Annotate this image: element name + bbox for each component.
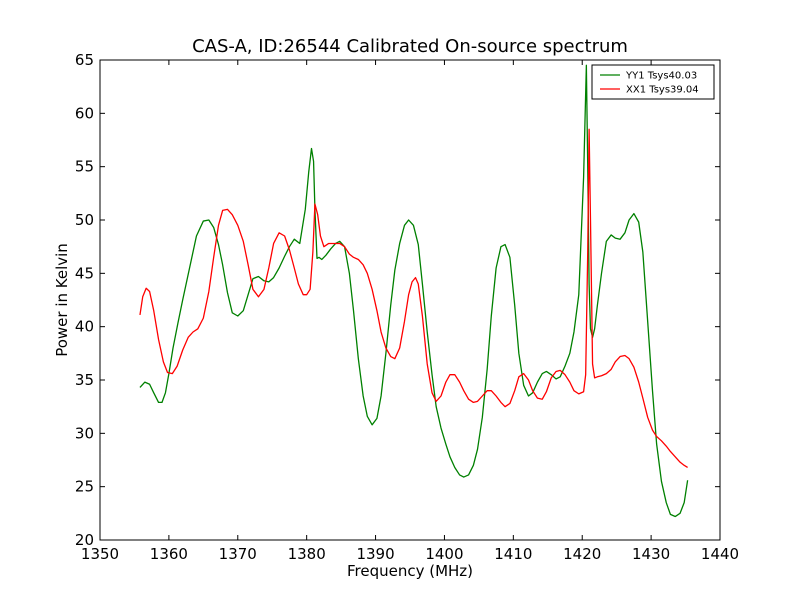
x-tick-label: 1420 [563,545,601,563]
y-tick-label: 30 [75,424,94,442]
legend-entry-label: XX1 Tsys39.04 [626,85,699,96]
y-axis-label: Power in Kelvin [53,243,71,357]
x-tick-label: 1440 [701,545,739,563]
x-tick-label: 1400 [425,545,463,563]
x-tick-label: 1380 [288,545,326,563]
x-axis-label: Frequency (MHz) [347,562,473,580]
y-tick-label: 65 [75,51,94,69]
chart-title: CAS-A, ID:26544 Calibrated On-source spe… [192,36,628,57]
x-tick-label: 1390 [356,545,394,563]
legend-box [591,64,715,100]
y-tick-label: 40 [75,318,94,336]
y-tick-label: 55 [75,158,94,176]
legend-entry-label: YY1 Tsys40.03 [625,71,697,82]
y-tick-label: 35 [75,371,94,389]
legend: YY1 Tsys40.03 XX1 Tsys39.04 [591,64,715,100]
x-tick-label: 1410 [494,545,532,563]
y-tick-label: 60 [75,104,94,122]
x-tick-label: 1430 [632,545,670,563]
series-line-xx1 [139,128,688,469]
y-tick-label: 50 [75,211,94,229]
plot-frame [99,59,721,541]
x-tick-label: 1350 [81,545,119,563]
y-axis-ticks: 20 25 30 35 40 45 50 55 60 65 [75,51,720,549]
x-tick-label: 1370 [219,545,257,563]
series-line-yy1 [139,64,689,518]
y-tick-label: 45 [75,264,94,282]
series-group [139,64,689,518]
y-tick-label: 25 [75,478,94,496]
x-axis-ticks: 1350 1360 1370 1380 1390 1400 1410 1420 1430 1440 [81,60,739,563]
x-tick-label: 1360 [150,545,188,563]
y-tick-label: 20 [75,531,94,549]
